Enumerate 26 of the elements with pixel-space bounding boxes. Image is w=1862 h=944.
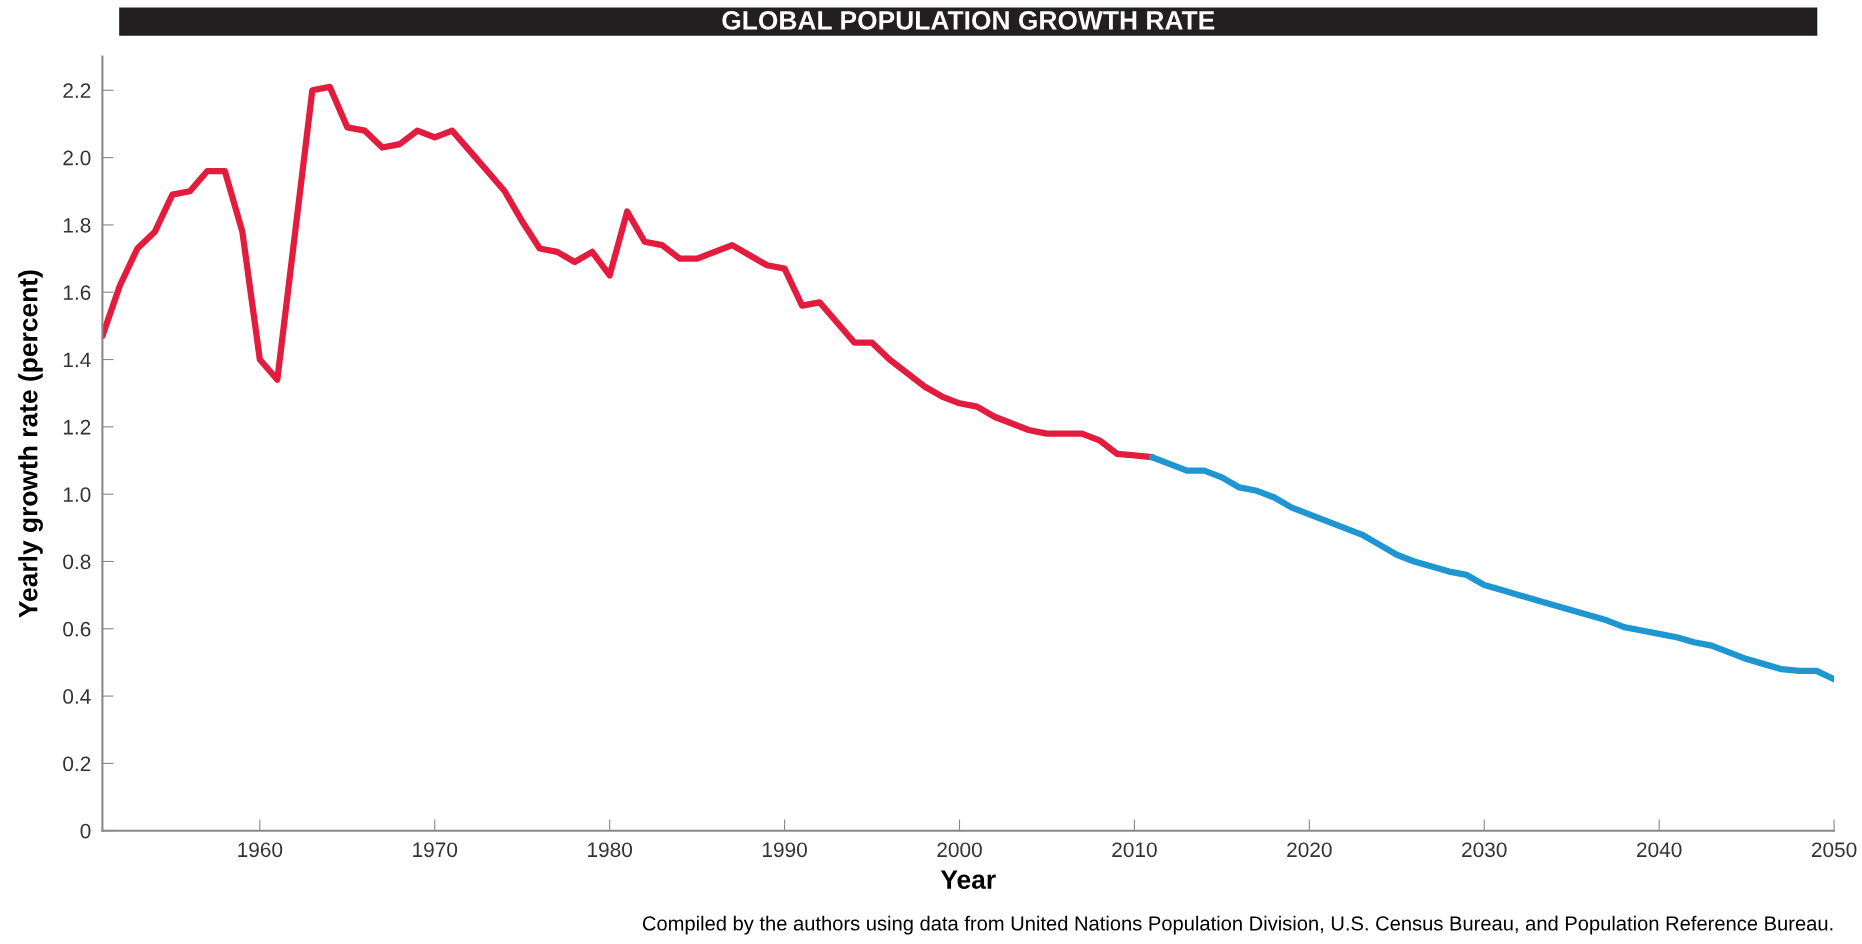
x-tick-label: 2020 xyxy=(1287,842,1332,858)
y-tick-label: 0.8 xyxy=(63,554,91,570)
y-tick-label: 2.2 xyxy=(63,83,91,98)
y-tick-label: 1.2 xyxy=(63,419,91,435)
x-tick-label: 1960 xyxy=(238,842,283,858)
y-tick-label: 1.6 xyxy=(63,285,91,300)
y-tick-label: 2.0 xyxy=(63,150,91,166)
x-tick-label: 2000 xyxy=(937,842,982,858)
y-tick-label: 0.2 xyxy=(63,756,91,772)
y-tick-label: 1.8 xyxy=(63,217,91,233)
text: Compiled by the authors using data from United Nations Population Division, U.S. Census Bureau, and Population Reference Bureau. xyxy=(642,915,1833,935)
y-tick-label: 0.4 xyxy=(63,689,91,704)
y-tick-label: 0.6 xyxy=(63,621,91,637)
y-tick-label: 1.4 xyxy=(63,352,91,368)
x-tick-label: 2040 xyxy=(1637,842,1682,858)
x-tick-label: 1970 xyxy=(413,842,458,858)
y-axis-title: Yearly growth rate (percent) xyxy=(18,270,43,618)
x-axis-title: Year xyxy=(940,870,996,889)
x-tick-label: 1980 xyxy=(588,842,633,858)
y-tick-label: 0 xyxy=(80,823,91,839)
x-tick-label: 1990 xyxy=(763,842,807,858)
x-tick-label: 2050 xyxy=(1811,842,1857,858)
y-tick-label: 1.0 xyxy=(63,487,91,502)
x-tick-label: 2010 xyxy=(1112,842,1157,858)
chart-title: GLOBAL POPULATION GROWTH RATE xyxy=(722,11,1215,30)
x-tick-label: 2030 xyxy=(1462,842,1507,858)
